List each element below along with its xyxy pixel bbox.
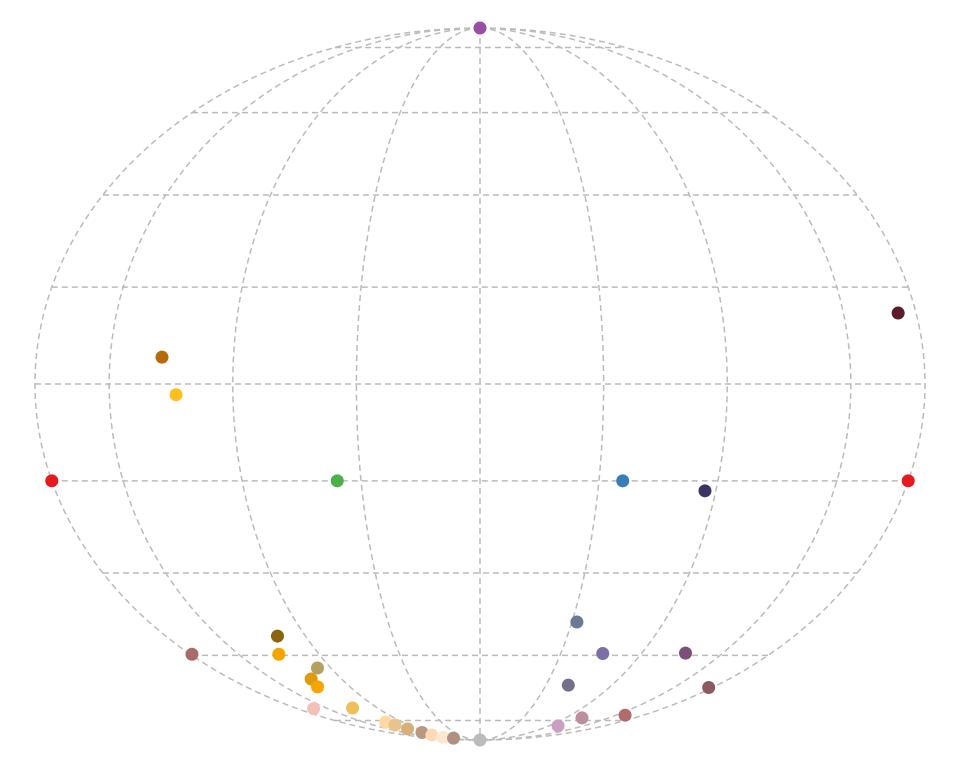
point (551, 719, 565, 733)
point (401, 722, 415, 736)
point (185, 647, 199, 661)
point (473, 21, 487, 35)
meridian (479, 27, 926, 741)
point (45, 474, 59, 488)
point (901, 474, 915, 488)
point (618, 708, 632, 722)
point (698, 484, 712, 498)
point (311, 680, 325, 694)
point (436, 730, 450, 744)
point (272, 647, 286, 661)
point (169, 388, 183, 402)
point (330, 474, 344, 488)
meridian (355, 27, 481, 741)
point (425, 728, 439, 742)
point (679, 646, 693, 660)
point (307, 702, 321, 716)
point (561, 678, 575, 692)
point (270, 629, 284, 643)
point (310, 661, 324, 675)
point (388, 718, 402, 732)
point (447, 731, 461, 745)
point (570, 615, 584, 629)
point (575, 711, 589, 725)
point (415, 726, 429, 740)
point (702, 681, 716, 695)
point (596, 647, 610, 661)
meridian (108, 27, 481, 741)
point (891, 306, 905, 320)
point (155, 350, 169, 364)
point (346, 701, 360, 715)
point (616, 474, 630, 488)
meridian (479, 27, 605, 741)
point (473, 733, 487, 747)
